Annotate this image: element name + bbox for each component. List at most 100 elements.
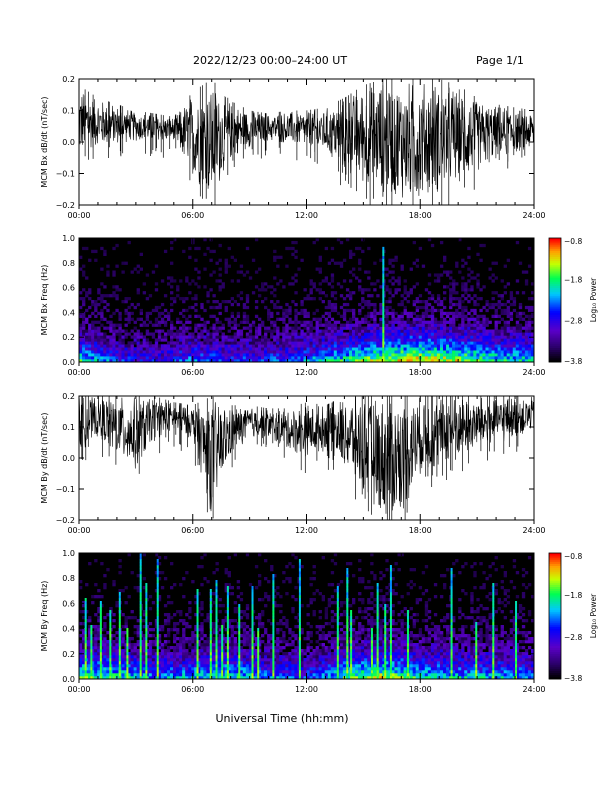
spectrogram-cell xyxy=(257,655,262,659)
spectrogram-cell xyxy=(200,604,204,608)
spectrogram-cell xyxy=(173,634,177,638)
spectrogram-cell xyxy=(273,326,277,330)
spectrogram-cell xyxy=(352,601,356,605)
panel-2-ylabel: MCM Bx Freq (Hz) xyxy=(40,265,49,336)
spectrogram-cell xyxy=(449,323,453,327)
spectrogram-cell xyxy=(336,311,341,316)
spectrogram-cell xyxy=(273,338,277,342)
spectrogram-cell xyxy=(154,353,159,357)
spectrogram-cell xyxy=(491,302,495,307)
spectrogram-cell xyxy=(321,335,325,339)
spectrogram-cell xyxy=(473,335,477,339)
spectrogram-cell xyxy=(100,667,104,671)
spectrogram-cell xyxy=(358,670,362,674)
spectrogram-cell xyxy=(406,356,410,360)
spectrogram-cell xyxy=(109,320,113,324)
spectrogram-cell xyxy=(176,649,180,653)
spectrogram-cell xyxy=(312,598,316,602)
spectrogram-cell xyxy=(370,356,374,360)
spectrogram-cell xyxy=(130,673,134,677)
spectrogram-cell xyxy=(248,326,253,330)
spectrogram-cell xyxy=(391,276,395,280)
spectrogram-cell xyxy=(103,252,107,257)
spectrogram-cell xyxy=(364,652,368,656)
spectrogram-cell xyxy=(470,341,474,345)
spectrogram-cell xyxy=(424,302,429,307)
spectrogram-cell xyxy=(233,350,238,354)
spectrogram-cell xyxy=(230,631,234,635)
spectrogram-cell xyxy=(154,676,159,680)
spectrogram-cell xyxy=(279,341,283,345)
spectrogram-cell xyxy=(355,344,359,348)
spectrogram-cell xyxy=(97,302,101,307)
spectrogram-cell xyxy=(367,598,371,602)
spectrogram-cell xyxy=(179,347,183,351)
spectrogram-cell xyxy=(103,350,107,354)
spectrogram-cell xyxy=(403,320,407,324)
spectrogram-cell xyxy=(227,323,231,327)
panel-2-xtick-label: 12:00 xyxy=(295,368,318,377)
spectrogram-cell xyxy=(224,308,228,313)
spectrogram-cell xyxy=(100,655,104,659)
spectrogram-cell xyxy=(524,329,529,333)
spectrogram-cell xyxy=(352,646,356,650)
spectrogram-cell xyxy=(321,646,325,650)
colorbar-step xyxy=(549,341,561,344)
spectrogram-cell xyxy=(261,613,265,617)
spectrogram-cell xyxy=(527,350,532,354)
spectrogram-cell xyxy=(85,673,89,677)
spectrogram-cell xyxy=(85,619,89,623)
spectrogram-cell xyxy=(218,326,222,330)
spectrogram-cell xyxy=(261,335,265,339)
spectrogram-cell xyxy=(242,353,247,357)
spectrogram-cell xyxy=(233,601,238,605)
spectrogram-cell xyxy=(160,320,165,324)
spectrogram-line xyxy=(382,302,385,307)
spectrogram-cell xyxy=(242,640,247,644)
spectrogram-cell xyxy=(97,326,101,330)
spectrogram-cell xyxy=(297,344,301,348)
spectrogram-cell xyxy=(461,282,465,286)
spectrogram-cell xyxy=(206,613,210,617)
spectrogram-cell xyxy=(388,350,392,354)
colorbar-step xyxy=(549,339,561,342)
spectrogram-cell xyxy=(306,664,310,668)
spectrogram-cell xyxy=(197,326,201,330)
spectrogram-cell xyxy=(312,571,316,575)
spectrogram-cell xyxy=(100,314,104,319)
spectrogram-cell xyxy=(115,646,119,650)
spectrogram-cell xyxy=(376,311,380,316)
spectrogram-cell xyxy=(254,658,259,662)
spectrogram-cell xyxy=(406,353,410,357)
spectrogram-cell xyxy=(370,353,374,357)
spectrogram-cell xyxy=(446,347,450,351)
spectrogram-cell xyxy=(279,338,283,342)
spectrogram-cell xyxy=(136,661,140,665)
spectrogram-cell xyxy=(233,652,238,656)
spectrogram-cell xyxy=(412,326,416,330)
spectrogram-cell xyxy=(154,643,159,647)
spectrogram-cell xyxy=(203,667,207,671)
spectrogram-cell xyxy=(118,335,122,339)
spectrogram-cell xyxy=(188,643,192,647)
spectrogram-cell xyxy=(379,305,383,310)
colorbar-step xyxy=(549,256,561,260)
spectrogram-cell xyxy=(409,320,413,324)
spectrogram-cell xyxy=(270,649,274,653)
spectrogram-cell xyxy=(88,326,92,330)
spectrogram-cell xyxy=(215,350,219,354)
spectrogram-cell xyxy=(97,628,101,632)
spectrogram-cell xyxy=(254,305,259,310)
spectrogram-cell xyxy=(212,356,216,360)
spectrogram-cell xyxy=(224,664,228,668)
spectrogram-cell xyxy=(288,326,292,330)
spectrogram-cell xyxy=(197,658,201,662)
spectrogram-cell xyxy=(333,649,338,653)
spectrogram-cell xyxy=(160,344,165,348)
spectrogram-cell xyxy=(130,676,134,680)
spectrogram-cell xyxy=(157,335,162,339)
spectrogram-cell xyxy=(406,332,410,336)
spectrogram-cell xyxy=(318,297,322,301)
spectrogram-cell xyxy=(136,288,140,292)
spectrogram-cell xyxy=(264,652,268,656)
